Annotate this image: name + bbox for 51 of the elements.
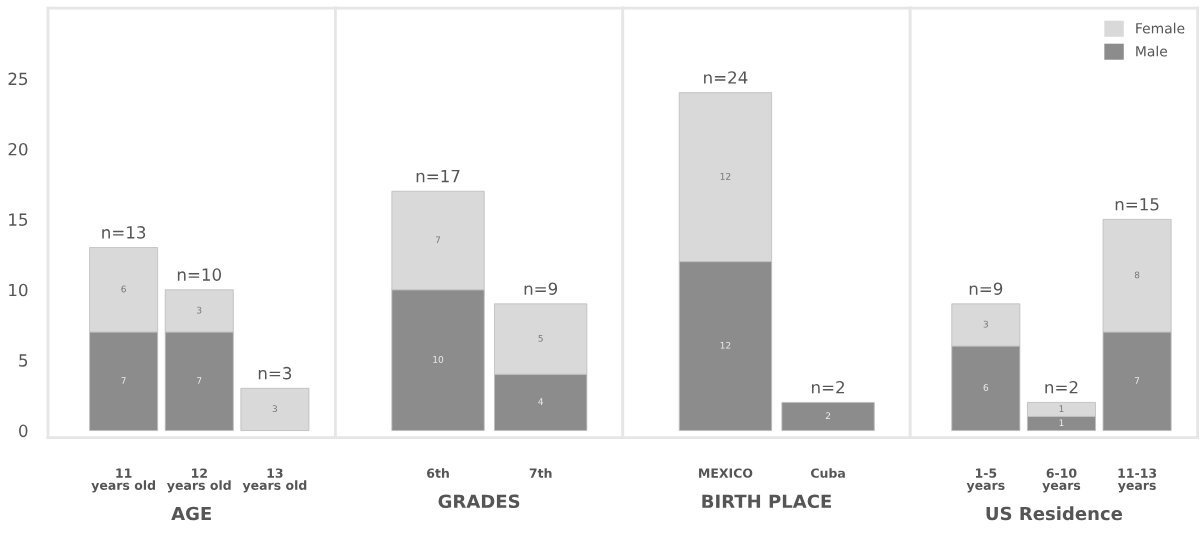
x-tick-label: MEXICO bbox=[699, 468, 753, 478]
x-tick-label: 6-10 years bbox=[1042, 468, 1081, 493]
x-tick-label: 11 years old bbox=[91, 468, 155, 493]
data-label: 5 bbox=[538, 334, 543, 342]
data-label: 7 bbox=[197, 377, 202, 384]
y-tick-label: 5 bbox=[19, 354, 28, 367]
y-tick-label: 10 bbox=[9, 283, 28, 297]
x-axis-title: AGE bbox=[171, 506, 211, 521]
data-label: 3 bbox=[272, 405, 278, 413]
data-label: 6 bbox=[983, 384, 989, 391]
data-label: 7 bbox=[435, 236, 441, 243]
total-label: n=13 bbox=[102, 226, 146, 239]
data-label: 7 bbox=[121, 377, 126, 384]
y-tick-label: 15 bbox=[9, 213, 28, 226]
x-tick-label: 13 years old bbox=[242, 468, 307, 493]
data-label: 10 bbox=[433, 355, 444, 363]
total-label: n=24 bbox=[704, 71, 748, 84]
total-label: n=2 bbox=[812, 380, 844, 394]
total-label: n=3 bbox=[258, 366, 292, 380]
data-label: 1 bbox=[1059, 405, 1064, 412]
data-label: 3 bbox=[983, 320, 988, 328]
x-tick-label: 11-13 years bbox=[1117, 468, 1157, 493]
total-label: n=9 bbox=[969, 282, 1003, 295]
data-label: 3 bbox=[197, 306, 202, 314]
data-label: 4 bbox=[538, 398, 544, 405]
data-label: 12 bbox=[720, 341, 731, 349]
data-label: 6 bbox=[121, 285, 126, 293]
data-label: 7 bbox=[1134, 377, 1140, 384]
x-axis-title: GRADES bbox=[438, 494, 520, 509]
data-label: 8 bbox=[1134, 271, 1140, 279]
legend-label: Male bbox=[1136, 45, 1168, 57]
total-label: n=17 bbox=[416, 169, 460, 183]
y-tick-label: 0 bbox=[19, 424, 28, 438]
legend-label: Female bbox=[1136, 22, 1185, 34]
x-tick-label: 12 years old bbox=[167, 468, 231, 493]
x-tick-label: 1-5 years bbox=[966, 468, 1005, 493]
y-tick-label: 25 bbox=[8, 72, 28, 86]
x-axis-title: BIRTH PLACE bbox=[702, 494, 831, 509]
data-label: 1 bbox=[1059, 419, 1064, 427]
total-label: n=9 bbox=[524, 282, 558, 295]
y-tick-label: 20 bbox=[8, 142, 28, 156]
total-label: n=2 bbox=[1045, 380, 1078, 394]
data-label: 2 bbox=[825, 412, 831, 419]
total-label: n=15 bbox=[1115, 198, 1159, 211]
total-label: n=10 bbox=[177, 268, 222, 281]
x-axis-title: US Residence bbox=[986, 506, 1123, 521]
x-tick-label: 7th bbox=[529, 468, 552, 478]
x-tick-label: Cuba bbox=[810, 468, 845, 478]
x-tick-label: 6th bbox=[427, 468, 449, 478]
data-label: 12 bbox=[720, 172, 731, 180]
bar bbox=[240, 387, 310, 431]
